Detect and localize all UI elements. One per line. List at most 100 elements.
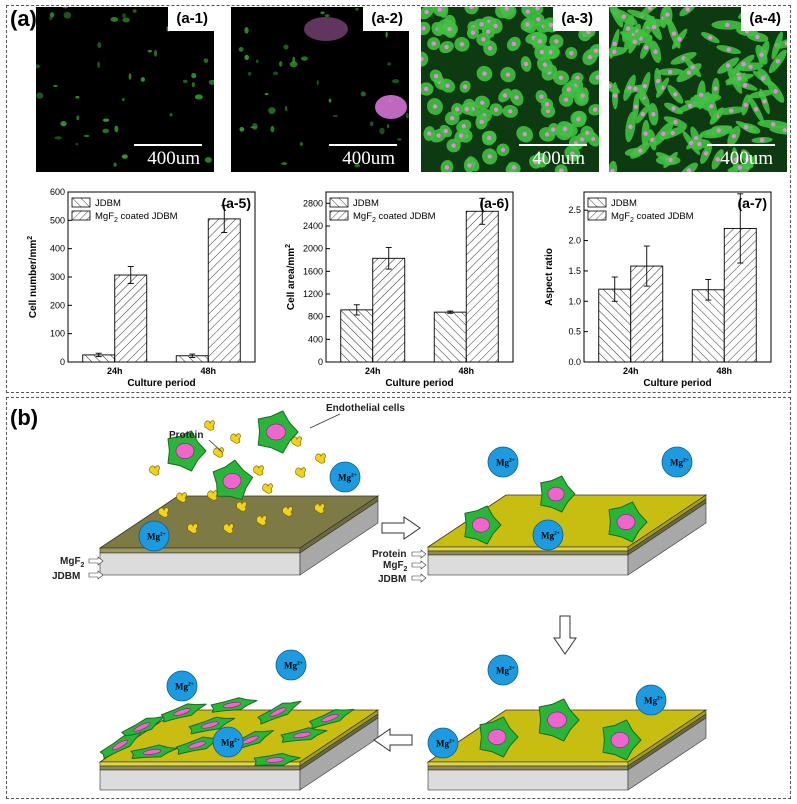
micrograph-nucleus	[502, 93, 508, 98]
micrograph-cell	[369, 121, 374, 127]
cell-nucleus	[175, 443, 195, 459]
micrograph-nucleus	[651, 112, 656, 117]
micrograph-nucleus	[708, 35, 713, 40]
micrograph-nucleus	[443, 128, 449, 134]
micrograph-nucleus	[447, 26, 452, 32]
legend-label: MgF2 coated JDBM	[353, 211, 436, 224]
micrograph-nucleus	[633, 86, 638, 92]
micrograph-nucleus	[653, 49, 658, 54]
cell-nucleus	[321, 713, 339, 723]
micrograph-cell	[391, 79, 400, 84]
mg-ion-circle	[487, 446, 519, 478]
micrograph-cell	[140, 77, 146, 82]
scale-label-a3: 400um	[532, 148, 585, 169]
label-pointer	[88, 556, 104, 566]
protein-shape	[253, 465, 264, 476]
micrograph-nucleus	[741, 61, 746, 67]
chart-tag: (a-6)	[479, 195, 509, 211]
micrograph-cell	[284, 105, 288, 112]
slab-layer-front	[99, 765, 301, 771]
micrograph-nucleus	[782, 127, 787, 133]
micrograph-cell	[121, 97, 125, 102]
micrograph-cell	[102, 118, 110, 122]
elongated-endothelial-cell	[257, 700, 302, 725]
micrograph-cell	[191, 72, 197, 79]
cell-nucleus	[222, 473, 242, 489]
micrograph-nucleus	[642, 83, 648, 89]
y-tick-label: 600	[50, 187, 65, 197]
protein-shape	[315, 453, 326, 464]
micrograph-nucleus	[576, 116, 581, 122]
micrograph-nucleus	[755, 34, 760, 40]
micrograph-nucleus	[481, 37, 486, 42]
chart-a7-svg: 0.0 0.5 1.0 1.5 2.0 2.5 24h 48h Culture period As…	[544, 191, 772, 389]
micrograph-cell	[182, 79, 188, 84]
micrograph-nucleus	[487, 154, 492, 159]
mgf2-label-2: MgF2	[383, 560, 408, 573]
micrograph-nucleus	[760, 76, 766, 81]
protein-shape	[230, 433, 241, 444]
micrograph-a4-tag: (a-4)	[741, 7, 787, 31]
process-arrow-left	[373, 728, 413, 752]
cell-nucleus	[472, 517, 490, 533]
mg-ion: Mg2+	[487, 654, 519, 686]
cell-nucleus	[222, 701, 242, 709]
micrograph-nucleus	[713, 86, 718, 91]
micrograph-cell	[320, 11, 325, 15]
micrograph-nucleus	[462, 84, 468, 89]
micrograph-nucleus	[670, 130, 675, 136]
protein-shape	[158, 507, 169, 518]
micrograph-nucleus	[715, 157, 720, 162]
protein-shape	[176, 492, 187, 503]
mg-ion: Mg2+	[138, 520, 170, 552]
micrograph-nucleus	[743, 102, 748, 108]
micrograph-nucleus	[693, 136, 699, 141]
micrograph-nucleus	[570, 151, 575, 156]
mg-ion-label: Mg2+	[670, 458, 689, 468]
elongated-endothelial-cell	[253, 752, 301, 766]
slab-layer-front	[427, 761, 629, 767]
micrograph-nucleus	[505, 72, 511, 77]
micrograph-a3: (a-3) 400um	[421, 7, 599, 172]
protein-shape	[295, 467, 306, 478]
mg-ion-circle	[329, 461, 361, 493]
micrograph-nucleus	[467, 163, 472, 168]
micrograph-nucleus	[580, 93, 585, 98]
micrograph-a3-tag: (a-3)	[553, 7, 599, 31]
mg-ion: Mg2+	[166, 670, 198, 702]
micrograph-nucleus	[470, 30, 476, 35]
micrograph-cell	[147, 50, 152, 53]
micrograph-cell	[360, 91, 366, 97]
mg-ion-circle	[487, 654, 519, 686]
micrograph-nucleus	[609, 83, 612, 89]
micrograph-cell	[36, 64, 41, 69]
micrograph-nucleus	[575, 75, 580, 81]
plot-frame	[583, 191, 772, 363]
micrograph-nucleus	[737, 165, 743, 170]
micrograph-cell	[283, 44, 289, 50]
scale-label-a1: 400um	[147, 148, 200, 169]
micrograph-cell	[114, 125, 119, 133]
mg-ion-circle	[427, 727, 459, 759]
micrograph-nucleus	[673, 119, 678, 125]
micrograph-nucleus	[514, 95, 519, 100]
cell-nucleus	[487, 729, 507, 745]
label-pointer	[88, 570, 104, 580]
y-tick-label: 500	[50, 215, 65, 225]
micrograph-nucleus	[493, 23, 498, 29]
micrograph-a1: (a-1) 400um	[36, 7, 214, 172]
endothelial-cell	[538, 698, 580, 742]
micrograph-nucleus	[522, 132, 527, 137]
micrograph-nucleus	[716, 128, 721, 133]
micrograph-cell	[194, 94, 203, 100]
micrograph-nucleus	[421, 26, 426, 31]
micrograph-a4: (a-4) 400um	[609, 7, 787, 172]
micrograph-cell	[239, 126, 245, 132]
micrograph-nucleus	[667, 69, 673, 75]
legend-label: JDBM	[611, 198, 637, 209]
y-tick-label: 1600	[303, 266, 323, 276]
micrograph-nucleus	[479, 119, 484, 125]
micrograph-nucleus	[544, 132, 550, 137]
micrograph-nucleus	[651, 24, 657, 30]
